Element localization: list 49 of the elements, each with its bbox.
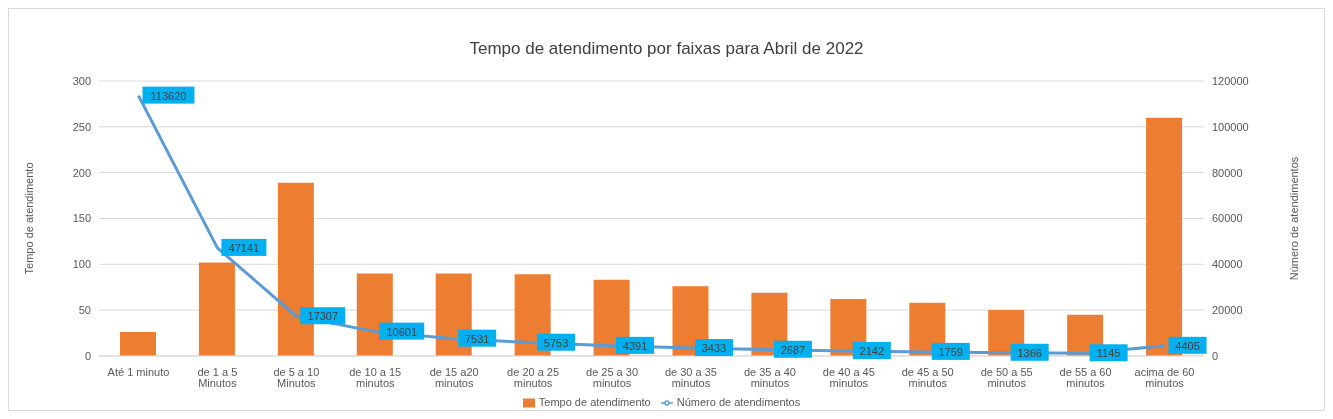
y2-tick-label: 80000 [1212, 166, 1243, 179]
x-tick-label: de 45 a 50 minutos [901, 365, 954, 389]
data-label: 1366 [1017, 346, 1042, 359]
x-tick-label: de 50 a 55 minutos [980, 365, 1033, 389]
data-label: 7531 [464, 332, 490, 345]
data-label: 4405 [1175, 339, 1200, 352]
y2-tick-label: 60000 [1212, 212, 1243, 225]
y-tick-label: 250 [72, 120, 91, 133]
y-tick-label: 200 [72, 166, 91, 179]
x-tick-label: de 5 a 10 Minutos [273, 365, 320, 389]
x-tick-label: acima de 60 minutos [1134, 365, 1195, 389]
x-tick-label: de 25 a 30 minutos [586, 365, 639, 389]
data-label: 3433 [701, 342, 727, 355]
y2-tick-label: 0 [1212, 349, 1219, 362]
data-label: 1145 [1096, 347, 1121, 360]
y2-tick-label: 120000 [1212, 74, 1249, 87]
y2-tick-label: 100000 [1212, 120, 1249, 133]
x-tick-label: de 40 a 45 minutos [822, 365, 875, 389]
x-tick-label: de 20 a 25 minutos [507, 365, 560, 389]
data-label: 4391 [622, 339, 648, 352]
chart-title: Tempo de atendimento por faixas para Abril de 2022 [468, 38, 865, 60]
bar [120, 332, 156, 356]
x-tick-label: Até 1 minuto [107, 365, 170, 378]
y-axis-title: Tempo de atendimento [22, 162, 35, 275]
y2-axis-title: Número de atendimentos [1287, 156, 1300, 281]
legend-label: Número de atendimentos [676, 395, 801, 408]
data-label: 2687 [780, 343, 806, 356]
y-tick-label: 100 [72, 258, 91, 271]
y-tick-label: 150 [72, 212, 91, 225]
y-tick-label: 300 [72, 74, 91, 87]
y-tick-label: 50 [78, 303, 91, 316]
data-label: 5753 [543, 336, 569, 349]
bar [198, 262, 235, 356]
x-tick-label: de 10 a 15 minutos [349, 365, 402, 389]
data-label: 113620 [150, 89, 187, 102]
x-tick-label: de 55 a 60 minutos [1059, 365, 1112, 389]
x-tick-label: de 35 a 40 minutos [743, 365, 796, 389]
x-tick-label: de 1 a 5 Minutos [197, 365, 238, 389]
x-tick-label: de 30 a 35 minutos [664, 365, 717, 389]
y2-tick-label: 40000 [1212, 258, 1243, 271]
data-label: 47141 [228, 241, 260, 254]
x-tick-label: de 15 a20 minutos [429, 365, 479, 389]
data-label: 17307 [307, 310, 339, 323]
data-label: 2142 [859, 345, 885, 357]
data-label: 1759 [938, 345, 963, 358]
y2-tick-label: 20000 [1212, 303, 1243, 316]
data-label: 10601 [386, 325, 418, 338]
y-tick-label: 0 [84, 349, 91, 362]
legend-label: Tempo de atendimento [538, 395, 651, 408]
